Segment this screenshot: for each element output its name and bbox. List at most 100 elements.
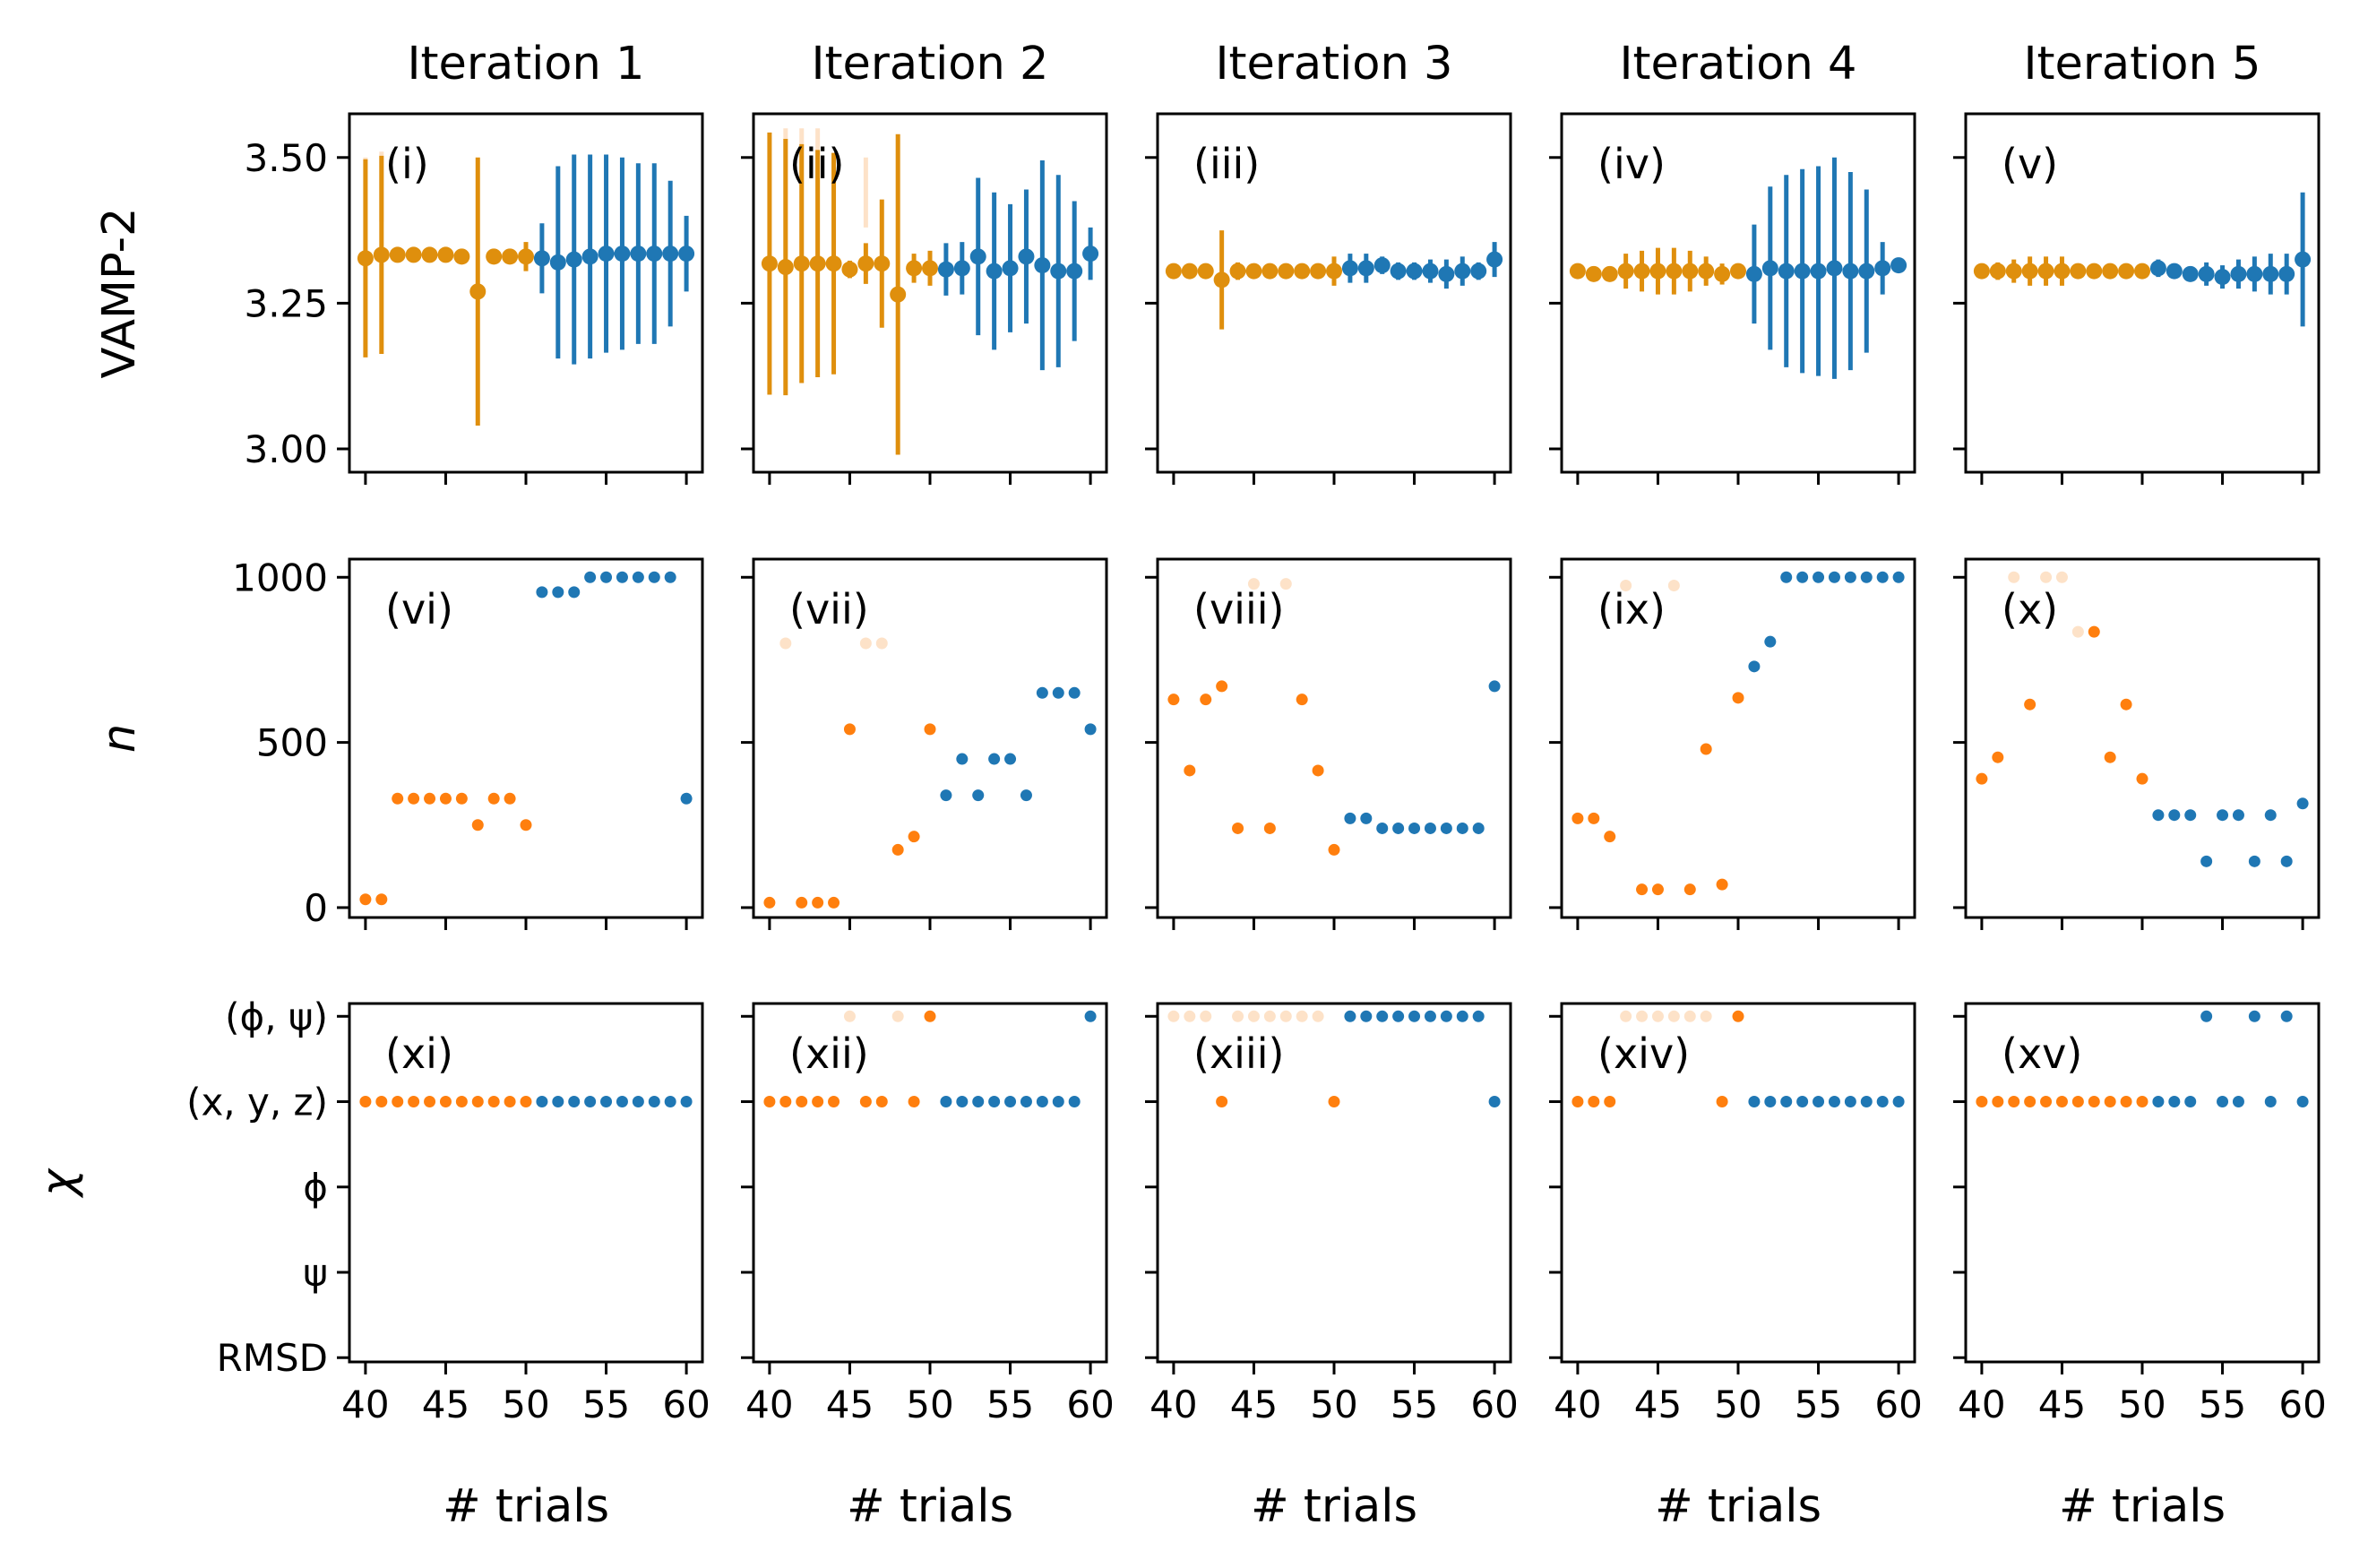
data-point — [1698, 263, 1715, 280]
data-point — [2168, 1096, 2181, 1108]
data-point — [2200, 855, 2213, 867]
data-point — [812, 1096, 824, 1108]
data-point — [1569, 263, 1586, 280]
y-tick-label: 3.50 — [244, 136, 328, 180]
x-tick-label: 50 — [2118, 1383, 2166, 1426]
data-point — [1649, 263, 1666, 280]
data-point — [2055, 1096, 2068, 1108]
data-point — [2037, 263, 2054, 280]
data-point — [533, 250, 550, 267]
data-point — [908, 831, 920, 843]
data-point — [1200, 1010, 1212, 1022]
data-point — [2008, 1096, 2020, 1108]
data-point — [859, 637, 872, 650]
data-point — [2040, 1096, 2053, 1108]
data-point — [857, 255, 874, 272]
data-point — [2232, 809, 2244, 822]
data-point — [986, 263, 1003, 280]
data-point — [1357, 260, 1374, 277]
data-point — [1263, 1010, 1276, 1022]
data-point — [922, 260, 938, 277]
column-title: Iteration 4 — [1620, 38, 1857, 90]
data-point — [1700, 1010, 1712, 1022]
data-point — [972, 789, 985, 802]
panel-label: (i) — [385, 140, 429, 188]
data-point — [1084, 1010, 1097, 1022]
data-point — [2118, 263, 2135, 280]
data-point — [2262, 265, 2279, 282]
data-point — [1200, 694, 1212, 706]
y-tick-label: RMSD — [217, 1336, 328, 1380]
data-point — [2054, 263, 2071, 280]
data-point — [890, 286, 907, 303]
data-point — [2248, 1010, 2260, 1022]
data-point — [1636, 1010, 1649, 1022]
data-point — [969, 248, 986, 265]
data-point — [1761, 260, 1778, 277]
data-point — [1034, 257, 1051, 274]
panel-frame — [348, 1002, 704, 1364]
data-point — [2120, 1096, 2132, 1108]
data-point — [1408, 822, 1421, 834]
data-point — [1716, 878, 1728, 891]
panel-frame — [1560, 112, 1916, 474]
data-point — [1667, 1010, 1680, 1022]
data-point — [2214, 269, 2231, 286]
data-point — [761, 255, 778, 272]
data-point — [796, 1096, 808, 1108]
data-point — [2071, 1096, 2084, 1108]
data-point — [1604, 831, 1616, 843]
x-tick-label: 55 — [986, 1383, 1034, 1426]
data-point — [504, 792, 516, 805]
data-point — [1216, 680, 1228, 693]
data-point — [1876, 1096, 1889, 1108]
data-point — [1844, 571, 1856, 583]
data-point — [2168, 809, 2181, 822]
data-point — [779, 637, 792, 650]
data-point — [2008, 571, 2020, 583]
data-point — [421, 246, 438, 263]
data-point — [891, 843, 904, 856]
panel-frame — [348, 557, 704, 919]
data-point — [763, 896, 776, 909]
data-point — [906, 260, 923, 277]
data-point — [1424, 1010, 1436, 1022]
data-point — [1247, 578, 1260, 590]
data-point — [1082, 246, 1099, 263]
data-point — [940, 789, 952, 802]
x-tick-label: 40 — [1150, 1383, 1197, 1426]
x-axis-label: # trials — [847, 1480, 1013, 1533]
data-point — [1976, 772, 1988, 785]
data-point — [520, 819, 532, 831]
data-point — [1488, 680, 1501, 693]
data-point — [1278, 263, 1295, 280]
data-point — [359, 893, 372, 906]
data-point — [2166, 263, 2183, 280]
x-tick-label: 50 — [502, 1383, 549, 1426]
data-point — [375, 1096, 388, 1108]
y-axis-label: n — [93, 724, 146, 753]
data-point — [1780, 571, 1793, 583]
panel-frame — [1560, 1002, 1916, 1364]
data-point — [2024, 1096, 2036, 1108]
data-point — [1860, 571, 1873, 583]
data-point — [1472, 1010, 1485, 1022]
data-point — [777, 259, 794, 276]
y-tick-label: 3.00 — [244, 427, 328, 471]
data-point — [843, 1010, 856, 1022]
data-point — [1373, 257, 1391, 274]
data-point — [1810, 263, 1827, 280]
data-point — [1976, 1096, 1988, 1108]
panel-frame — [1156, 112, 1512, 474]
data-point — [2055, 571, 2068, 583]
data-point — [1470, 263, 1487, 280]
data-point — [1263, 822, 1276, 834]
data-point — [2088, 1096, 2100, 1108]
panel-frame — [348, 112, 704, 474]
data-point — [1588, 1096, 1600, 1108]
data-point — [2264, 809, 2277, 822]
data-point — [1036, 686, 1048, 699]
data-point — [2136, 772, 2148, 785]
data-point — [1813, 1096, 1825, 1108]
